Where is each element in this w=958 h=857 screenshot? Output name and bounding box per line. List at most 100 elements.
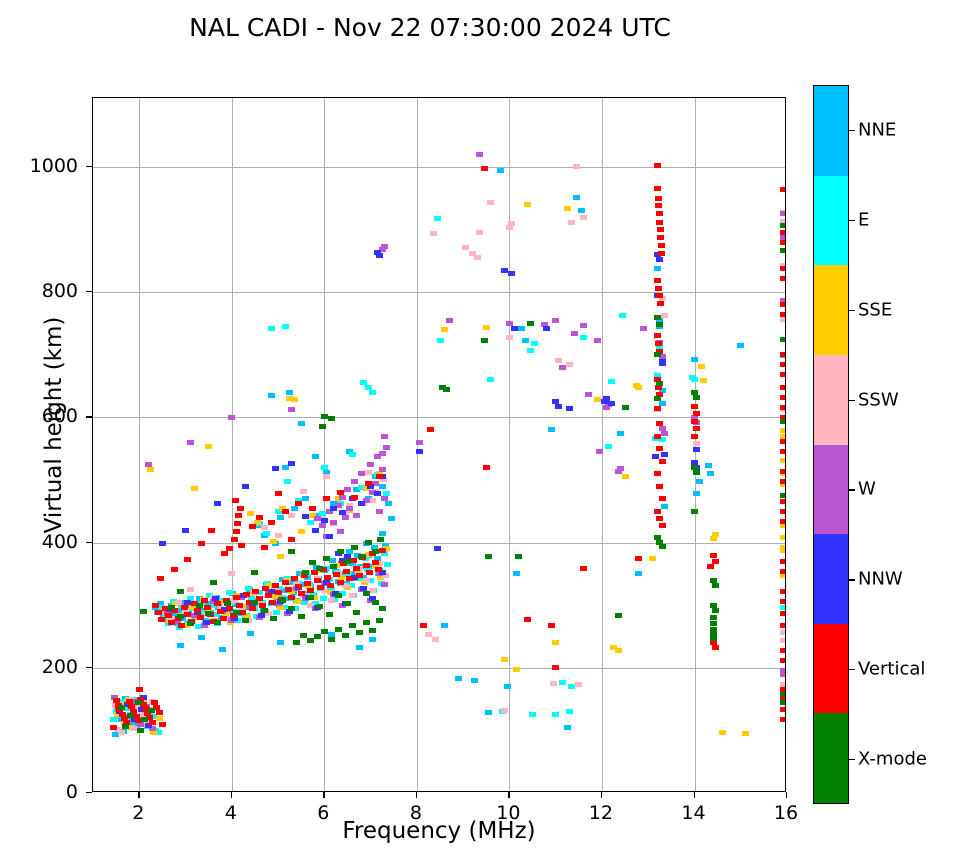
data-point-x-mode	[780, 337, 785, 343]
data-point-vertical	[780, 186, 785, 192]
data-point-vertical	[337, 490, 344, 495]
data-point-nnw	[182, 527, 189, 533]
colorbar-segment-nne[interactable]	[814, 86, 848, 176]
plot-area[interactable]	[92, 97, 786, 792]
data-point-vertical	[271, 582, 279, 588]
data-point-e	[292, 605, 300, 611]
data-point-nne	[471, 677, 479, 683]
data-point-x-mode	[168, 605, 176, 611]
data-point-e	[274, 508, 282, 514]
data-point-sse	[780, 471, 785, 477]
data-point-e	[158, 604, 165, 610]
data-point-vertical	[156, 576, 164, 582]
data-point-vertical	[480, 165, 488, 171]
data-point-vertical	[281, 508, 289, 514]
colorbar[interactable]	[813, 85, 849, 804]
data-point-w	[415, 439, 423, 445]
data-point-nne	[204, 601, 212, 607]
data-point-nne	[286, 389, 294, 395]
data-point-vertical	[654, 433, 661, 439]
data-point-ssw	[693, 441, 701, 447]
data-point-x-mode	[614, 613, 622, 619]
colorbar-label-nnw: NNW	[858, 568, 903, 590]
x-tick-mark	[415, 792, 418, 798]
data-point-nnw	[320, 518, 328, 524]
data-point-ssw	[554, 357, 562, 363]
data-point-vertical	[780, 558, 785, 564]
data-point-sse	[205, 608, 213, 614]
data-point-x-mode	[269, 615, 277, 621]
data-point-ssw	[660, 313, 668, 319]
data-point-sse	[610, 645, 617, 651]
colorbar-label-x-mode: X-mode	[858, 748, 927, 770]
colorbar-segment-sse[interactable]	[814, 265, 848, 355]
colorbar-label-ssw: SSW	[858, 389, 899, 411]
gridline-horizontal	[93, 292, 785, 294]
data-point-ssw	[118, 729, 126, 735]
data-point-vertical	[780, 352, 785, 358]
data-point-ssw	[579, 214, 587, 220]
data-point-x-mode	[364, 540, 372, 545]
colorbar-segment-x-mode[interactable]	[814, 713, 848, 803]
data-point-ssw	[566, 362, 573, 368]
data-point-vertical	[654, 340, 662, 346]
colorbar-segment-ssw[interactable]	[814, 354, 848, 445]
data-point-sse	[371, 563, 379, 569]
data-point-w	[780, 672, 785, 678]
data-point-nnw	[267, 588, 275, 594]
data-point-w	[475, 151, 483, 157]
data-point-nnw	[242, 483, 250, 489]
data-point-vertical	[356, 573, 363, 579]
data-point-e	[272, 610, 280, 616]
data-point-nnw	[339, 557, 347, 563]
data-point-e	[607, 378, 615, 384]
data-point-w	[552, 317, 560, 323]
data-point-vertical	[288, 536, 296, 542]
data-point-vertical	[579, 566, 587, 572]
data-point-w	[334, 502, 342, 508]
data-point-nne	[170, 612, 178, 618]
data-point-x-mode	[341, 632, 349, 638]
colorbar-segment-e[interactable]	[814, 175, 848, 266]
data-point-ssw	[780, 407, 785, 413]
colorbar-tick-mark	[849, 129, 855, 132]
data-point-ssw	[780, 317, 785, 323]
data-point-w	[780, 667, 785, 673]
data-point-vertical	[190, 600, 198, 606]
data-point-x-mode	[318, 424, 326, 430]
data-point-vertical	[134, 717, 142, 723]
data-point-vertical	[655, 211, 663, 217]
data-point-x-mode	[316, 603, 324, 609]
data-point-w	[603, 404, 611, 410]
data-point-nne	[327, 632, 335, 638]
data-point-vertical	[780, 706, 785, 712]
data-point-ssw	[549, 680, 557, 686]
data-point-vertical	[260, 545, 268, 551]
colorbar-tick-mark	[849, 489, 855, 491]
data-point-x-mode	[307, 638, 314, 644]
data-point-w	[313, 516, 321, 522]
data-point-ssw	[424, 632, 432, 638]
colorbar-segment-vertical[interactable]	[814, 623, 848, 714]
data-point-x-mode	[141, 717, 149, 723]
data-point-vertical	[233, 521, 241, 527]
colorbar-segment-w[interactable]	[814, 444, 848, 535]
data-point-vertical	[780, 716, 785, 722]
data-point-ssw	[780, 638, 785, 644]
data-point-vertical	[291, 576, 299, 582]
gridline-vertical	[139, 98, 141, 791]
colorbar-segment-nnw[interactable]	[814, 534, 848, 624]
data-point-x-mode	[709, 621, 717, 627]
data-point-ssw	[186, 587, 194, 592]
data-point-x-mode	[288, 549, 296, 555]
data-point-vertical	[693, 426, 701, 432]
data-point-vertical	[132, 713, 140, 719]
data-point-w	[381, 433, 388, 439]
data-point-vertical	[339, 560, 347, 566]
data-point-vertical	[262, 585, 270, 591]
data-point-x-mode	[302, 570, 310, 576]
data-point-nnw	[221, 607, 229, 612]
y-tick-label: 600	[41, 405, 78, 428]
data-point-vertical	[249, 606, 257, 612]
data-point-vertical	[267, 520, 275, 525]
